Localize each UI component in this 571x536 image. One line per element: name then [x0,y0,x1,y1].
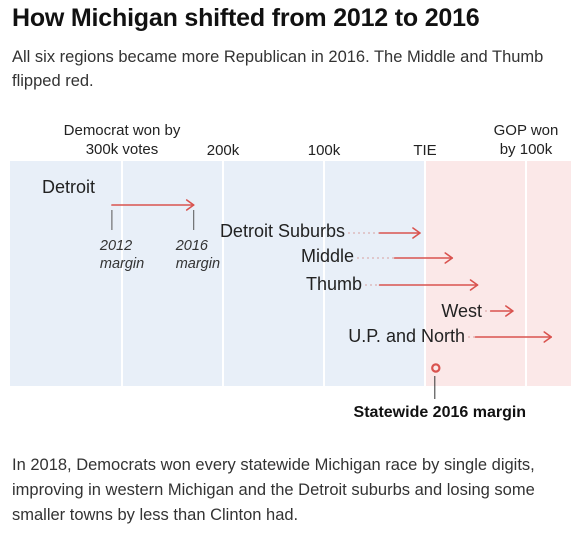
arrowhead [444,252,454,264]
democrat-region-band [10,161,425,386]
series-layer: Detroit Detroit Suburbs Middle Thumb West U.P… [42,177,553,346]
series-row: Detroit [42,177,195,211]
arrowhead [505,305,514,317]
background-layer [10,161,571,386]
chart-title: How Michigan shifted from 2012 to 2016 [12,4,480,32]
series-row: Thumb [306,274,479,294]
tick-label: GOP won by 100k [494,122,559,158]
arrowhead [469,279,479,291]
end-margin-label: 2016 margin [175,238,220,272]
tick-label: 200k [207,142,240,159]
statewide-label: Statewide 2016 margin [354,404,527,421]
chart-subtitle: All six regions became more Republican i… [12,48,544,90]
series-row: West [441,301,514,321]
series-label: U.P. and North [348,326,465,346]
arrowhead [412,227,421,239]
series-label: Middle [301,246,354,266]
series-label: West [441,301,482,321]
start-margin-label: 2012 margin [99,238,144,272]
tick-label: TIE [413,142,436,159]
series-row: Detroit Suburbs [220,221,421,241]
footnote: In 2018, Democrats won every statewide M… [12,456,535,524]
gridlines [121,161,527,386]
annotation-layer: 2012 margin 2016 margin Statewide 2016 margi… [99,210,526,421]
tick-label: Democrat won by 300k votes [64,122,181,158]
series-label: Thumb [306,274,362,294]
axis-ticks: Democrat won by 300k votes 200k 100k TIE GOP … [64,122,559,159]
republican-region-band [425,161,571,386]
series-row: Middle [301,246,454,266]
series-label: Detroit Suburbs [220,221,345,241]
statewide-marker [431,363,441,373]
arrowhead [543,331,553,343]
arrow-chart: Democrat won by 300k votes 200k 100k TIE GOP … [10,122,571,421]
series-label: Detroit [42,177,95,197]
arrowhead [185,199,195,211]
tick-label: 100k [308,142,341,159]
series-row: U.P. and North [348,326,553,346]
